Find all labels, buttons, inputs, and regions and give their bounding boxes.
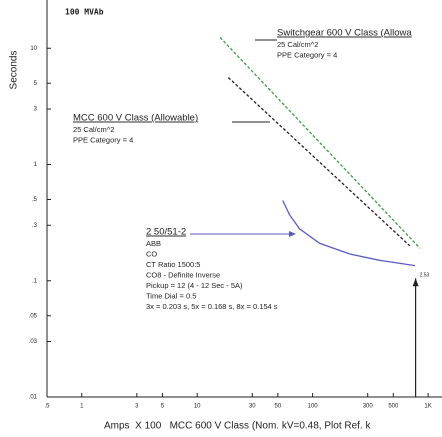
y-tick-label: 3 xyxy=(34,107,38,113)
x-tick-label: 5 xyxy=(161,404,165,410)
y-tick-label: .03 xyxy=(29,339,38,345)
annotation-line: ABB xyxy=(146,239,161,248)
leader-head xyxy=(289,231,296,237)
x-tick-label: 1K xyxy=(424,404,431,410)
x-tick-label: 300 xyxy=(363,404,374,410)
annotation-line: Time Dial = 0.5 xyxy=(146,291,196,300)
x-tick-label: 100 xyxy=(308,404,319,410)
y-axis-label: Seconds xyxy=(9,51,20,90)
x-tick-label: 3 xyxy=(135,404,139,410)
annotation-line: Pickup = 12 (4 - 12 Sec - 5A) xyxy=(146,281,243,290)
y-tick-label: .1 xyxy=(32,278,38,284)
annotation-line: CT Ratio 1500:5 xyxy=(146,260,200,269)
annotation-line: 25 Cal/cm^2 xyxy=(73,125,114,134)
x-tick-label: .5 xyxy=(44,404,50,410)
curve xyxy=(219,36,421,249)
annotation-line: 3x = 0.203 s, 5x = 0.168 s, 8x = 0.154 s xyxy=(146,302,278,311)
y-tick-label: 10 xyxy=(30,46,37,52)
y-tick-label: .3 xyxy=(32,223,38,229)
x-axis-label: Amps X 100 MCC 600 V Class (Nom. kV=0.48… xyxy=(104,421,371,432)
annotation-line: PPE Category = 4 xyxy=(277,50,337,59)
arrow-head xyxy=(412,278,419,287)
annotation-line: 25 Cal/cm^2 xyxy=(277,40,318,49)
corner-label: 100 MVAb xyxy=(65,8,104,17)
curve xyxy=(227,77,411,247)
marker-label: 2.53 xyxy=(420,273,430,279)
annotation-line: PPE Category = 4 xyxy=(73,135,133,144)
y-tick-label: 5 xyxy=(34,81,38,87)
x-tick-label: 1 xyxy=(80,404,84,410)
x-tick-label: 50 xyxy=(275,404,282,410)
y-tick-label: .01 xyxy=(29,395,38,401)
annotation-title: 2 50/51-2 xyxy=(146,227,186,238)
annotation-line: CO xyxy=(146,249,157,258)
curve xyxy=(282,200,416,267)
y-tick-label: 1 xyxy=(34,162,38,168)
y-tick-label: .5 xyxy=(32,197,38,203)
x-tick-label: 30 xyxy=(249,404,256,410)
x-tick-label: 500 xyxy=(388,404,399,410)
annotation-title: MCC 600 V Class (Allowable) xyxy=(73,113,198,124)
annotation-title: Switchgear 600 V Class (Allowa xyxy=(277,28,412,39)
y-tick-label: .05 xyxy=(29,313,38,319)
x-tick-label: 10 xyxy=(194,404,201,410)
annotation-line: CO8 - Definite Inverse xyxy=(146,270,220,279)
